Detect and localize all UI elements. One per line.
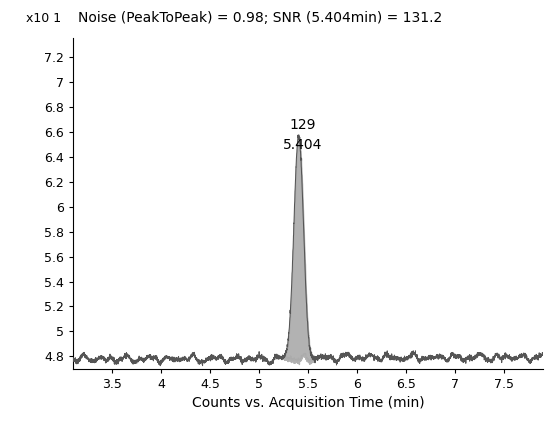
Text: 129: 129	[290, 118, 316, 132]
Text: Noise (PeakToPeak) = 0.98; SNR (5.404min) = 131.2: Noise (PeakToPeak) = 0.98; SNR (5.404min…	[77, 11, 442, 25]
Text: x10 1: x10 1	[26, 12, 61, 25]
Text: 5.404: 5.404	[283, 139, 322, 153]
X-axis label: Counts vs. Acquisition Time (min): Counts vs. Acquisition Time (min)	[192, 396, 424, 410]
